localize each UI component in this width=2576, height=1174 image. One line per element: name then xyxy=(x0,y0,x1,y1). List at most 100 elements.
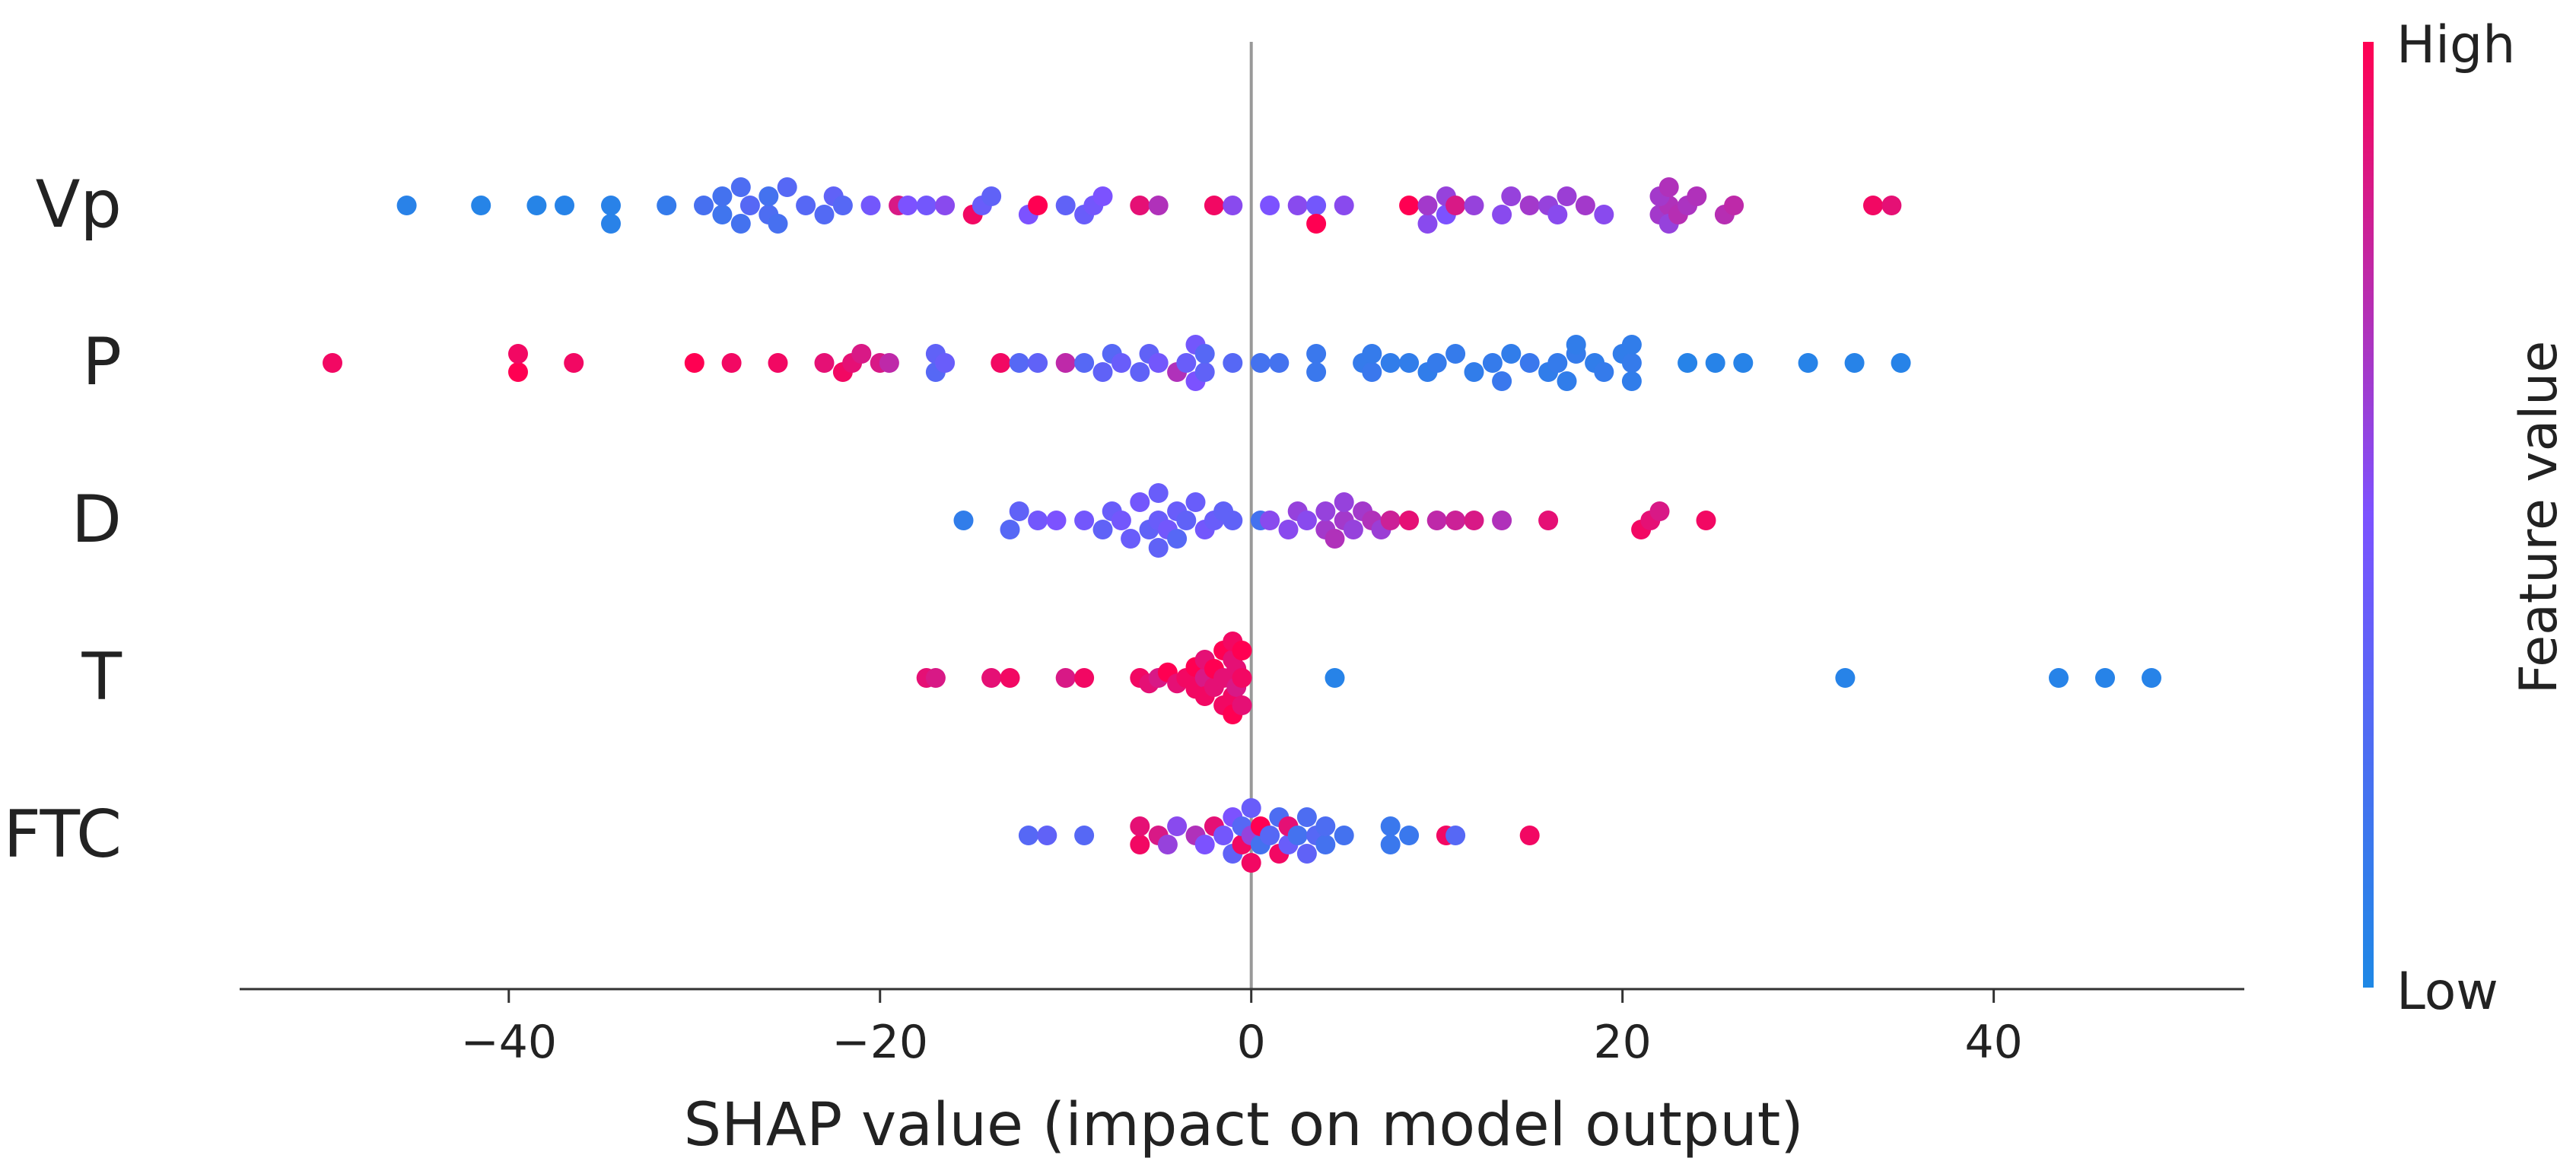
data-point xyxy=(1111,353,1131,373)
data-point xyxy=(1380,816,1401,836)
data-point xyxy=(1594,205,1614,224)
data-point xyxy=(712,205,733,224)
data-point xyxy=(1705,353,1725,373)
data-point xyxy=(1130,816,1150,836)
colorbar: High Low Feature value xyxy=(2363,15,2569,1022)
data-point xyxy=(1121,529,1141,549)
data-point xyxy=(1130,196,1150,215)
data-point xyxy=(1055,668,1076,688)
data-point xyxy=(1194,835,1215,854)
data-point xyxy=(1649,501,1670,521)
data-point xyxy=(1844,353,1865,373)
data-point xyxy=(1223,353,1243,373)
data-point xyxy=(1148,196,1169,215)
x-tick-label: −40 xyxy=(460,1016,557,1069)
data-point xyxy=(1194,362,1215,382)
data-point xyxy=(814,205,835,224)
series-d xyxy=(953,483,1716,558)
data-point xyxy=(768,214,788,234)
data-point xyxy=(1380,835,1401,854)
data-point xyxy=(1492,205,1512,224)
data-point xyxy=(768,353,788,373)
data-point xyxy=(1315,501,1336,521)
data-point xyxy=(1000,668,1020,688)
data-point xyxy=(1185,492,1206,512)
data-point xyxy=(1092,186,1113,206)
data-point xyxy=(1678,353,1698,373)
data-point xyxy=(1074,353,1095,373)
data-point xyxy=(832,196,853,215)
x-axis-title: SHAP value (impact on model output) xyxy=(684,1091,1804,1160)
data-point xyxy=(981,668,1002,688)
data-point xyxy=(1362,344,1382,364)
data-point xyxy=(601,196,621,215)
feature-label-d: D xyxy=(72,482,122,558)
data-point xyxy=(935,353,956,373)
data-point xyxy=(777,177,797,197)
data-point xyxy=(1547,205,1568,224)
data-point xyxy=(1055,196,1076,215)
data-point xyxy=(1380,353,1401,373)
data-point xyxy=(796,196,816,215)
data-point xyxy=(1148,483,1169,503)
feature-label-ftc: FTC xyxy=(4,797,122,873)
data-point xyxy=(508,362,528,382)
data-point xyxy=(2095,668,2115,688)
data-point xyxy=(1835,668,1856,688)
data-point xyxy=(1724,196,1744,215)
data-point xyxy=(1241,853,1261,873)
data-point xyxy=(1399,353,1420,373)
data-point xyxy=(2049,668,2069,688)
data-point xyxy=(898,196,918,215)
data-point xyxy=(1334,196,1354,215)
colorbar-title: Feature value xyxy=(2509,341,2569,694)
data-point xyxy=(1519,826,1540,845)
data-point xyxy=(1296,844,1317,864)
series-ftc xyxy=(1018,798,1540,873)
data-point xyxy=(1167,816,1188,836)
data-point xyxy=(758,186,779,206)
data-point xyxy=(1018,826,1038,845)
data-point xyxy=(916,196,937,215)
x-tick-label: 20 xyxy=(1593,1016,1651,1069)
series-t xyxy=(916,632,2161,724)
data-point xyxy=(1501,186,1522,206)
data-point xyxy=(323,353,342,373)
data-point xyxy=(564,353,584,373)
data-points xyxy=(323,177,2161,873)
data-point xyxy=(991,353,1011,373)
data-point xyxy=(1250,353,1271,373)
data-point xyxy=(1891,353,1911,373)
data-point xyxy=(1621,371,1642,391)
data-point xyxy=(1278,520,1299,539)
data-point xyxy=(1399,826,1420,845)
data-point xyxy=(1621,335,1642,355)
data-point xyxy=(1260,826,1280,845)
data-point xyxy=(684,353,704,373)
data-point xyxy=(1445,826,1466,845)
data-point xyxy=(1519,353,1540,373)
series-p xyxy=(323,335,1911,391)
data-point xyxy=(925,668,946,688)
data-point xyxy=(1296,807,1317,827)
data-point xyxy=(657,196,677,215)
data-point xyxy=(730,214,751,234)
data-point xyxy=(1334,492,1354,512)
data-point xyxy=(1148,538,1169,558)
data-point xyxy=(526,196,547,215)
data-point xyxy=(739,196,760,215)
data-point xyxy=(1306,214,1327,234)
data-point xyxy=(1157,835,1178,854)
feature-label-vp: Vp xyxy=(36,167,122,243)
data-point xyxy=(1417,196,1438,215)
data-point xyxy=(1445,196,1466,215)
data-point xyxy=(1287,826,1308,845)
data-point xyxy=(694,196,714,215)
data-point xyxy=(1148,353,1169,373)
data-point xyxy=(1325,529,1345,549)
data-point xyxy=(1028,196,1048,215)
data-point xyxy=(1733,353,1754,373)
data-point xyxy=(1260,196,1280,215)
feature-label-t: T xyxy=(81,639,122,715)
data-point xyxy=(1194,344,1215,364)
